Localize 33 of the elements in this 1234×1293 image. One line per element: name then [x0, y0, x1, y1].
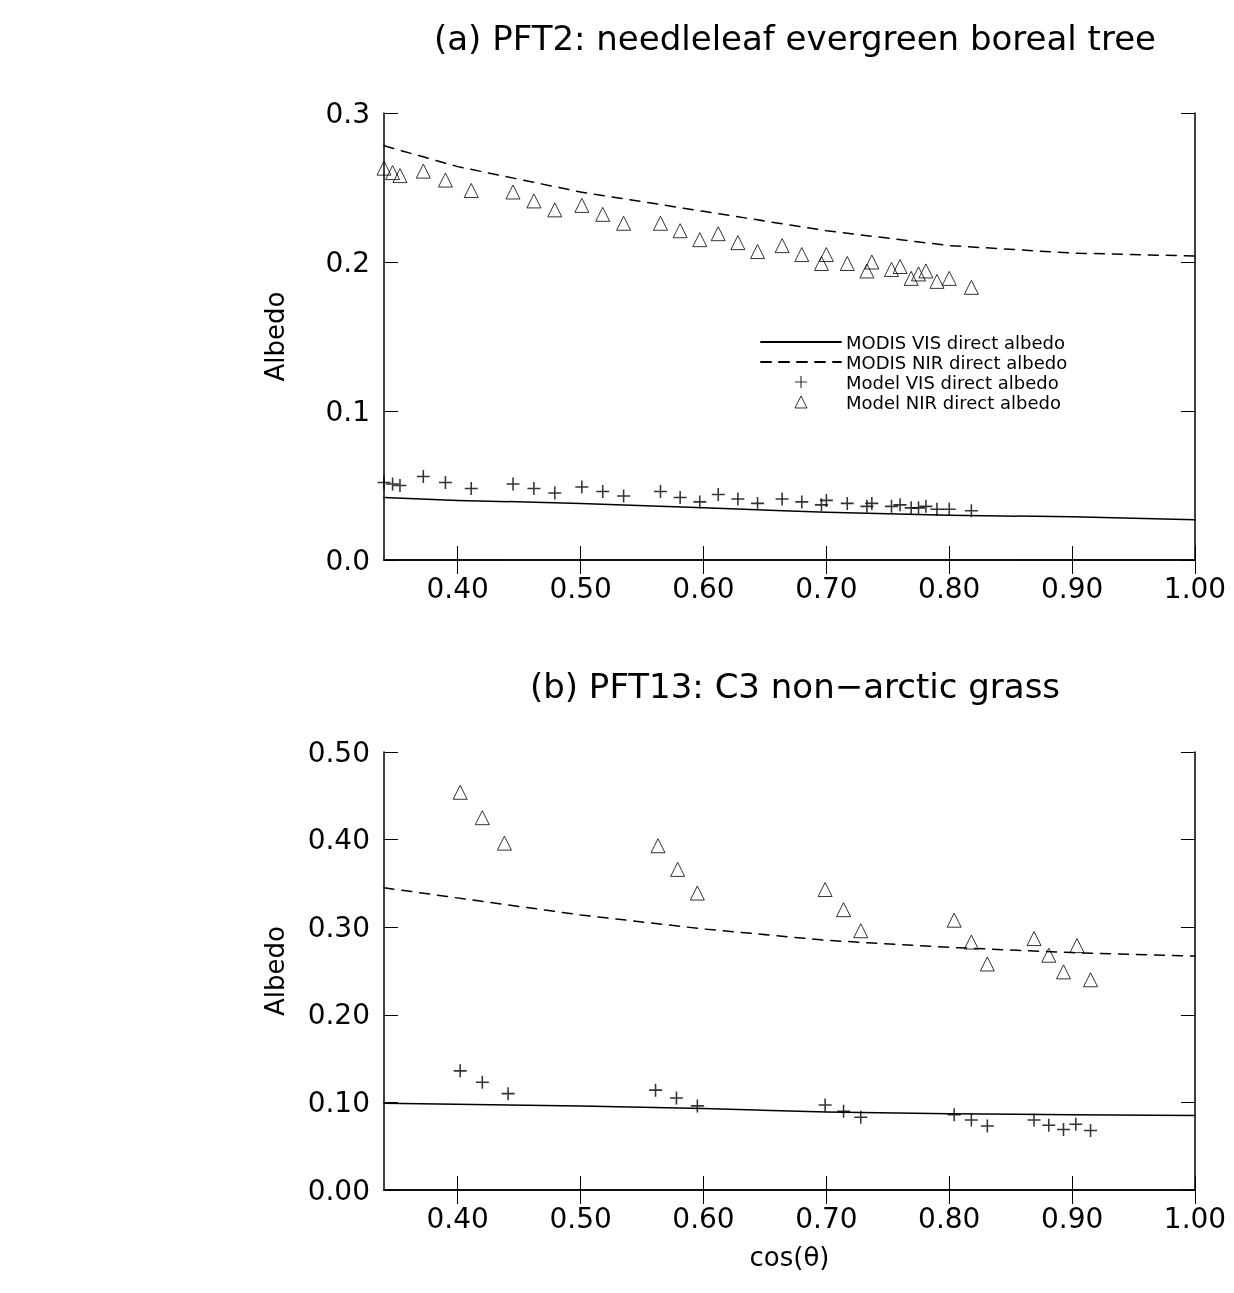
x-tick-label: 1.00 — [1163, 1201, 1227, 1235]
y-tick-label: 0.0 — [325, 543, 370, 577]
y-tick-label: 0.00 — [307, 1173, 370, 1207]
x-tick-label: 0.80 — [918, 571, 981, 605]
chart-title: (a) PFT2: needleleaf evergreen boreal tree — [434, 18, 1156, 58]
x-tick-label: 0.50 — [549, 571, 612, 605]
legend-label: MODIS NIR direct albedo — [846, 351, 1068, 373]
y-tick-label: 0.30 — [307, 910, 370, 944]
legend-label: Model NIR direct albedo — [846, 391, 1061, 413]
chart-title: (b) PFT13: C3 non−arctic grass — [529, 666, 1061, 706]
x-tick-label: 0.40 — [426, 1201, 489, 1235]
y-axis-title: Albedo — [260, 291, 290, 382]
y-tick-label: 0.3 — [325, 96, 370, 130]
x-tick-label: 0.40 — [426, 571, 489, 605]
x-tick-label: 0.80 — [918, 1201, 981, 1235]
y-tick-label: 0.2 — [325, 245, 370, 279]
legend-label: Model VIS direct albedo — [846, 371, 1059, 393]
x-tick-label: 0.70 — [795, 1201, 858, 1235]
x-tick-label: 0.60 — [672, 1201, 735, 1235]
x-tick-label: 0.60 — [672, 571, 735, 605]
x-tick-label: 0.70 — [795, 571, 858, 605]
x-axis-title: cos(θ) — [749, 1242, 830, 1272]
x-tick-label: 0.50 — [549, 1201, 612, 1235]
x-tick-label: 0.90 — [1040, 571, 1104, 605]
y-tick-label: 0.1 — [325, 394, 370, 428]
y-tick-label: 0.10 — [307, 1085, 370, 1119]
x-tick-label: 0.90 — [1040, 1201, 1104, 1235]
y-axis-title: Albedo — [260, 926, 290, 1016]
y-tick-label: 0.20 — [307, 998, 370, 1032]
legend-label: MODIS VIS direct albedo — [846, 331, 1065, 353]
y-tick-label: 0.40 — [307, 823, 370, 857]
x-tick-label: 1.00 — [1163, 571, 1227, 605]
y-tick-label: 0.50 — [307, 735, 370, 769]
